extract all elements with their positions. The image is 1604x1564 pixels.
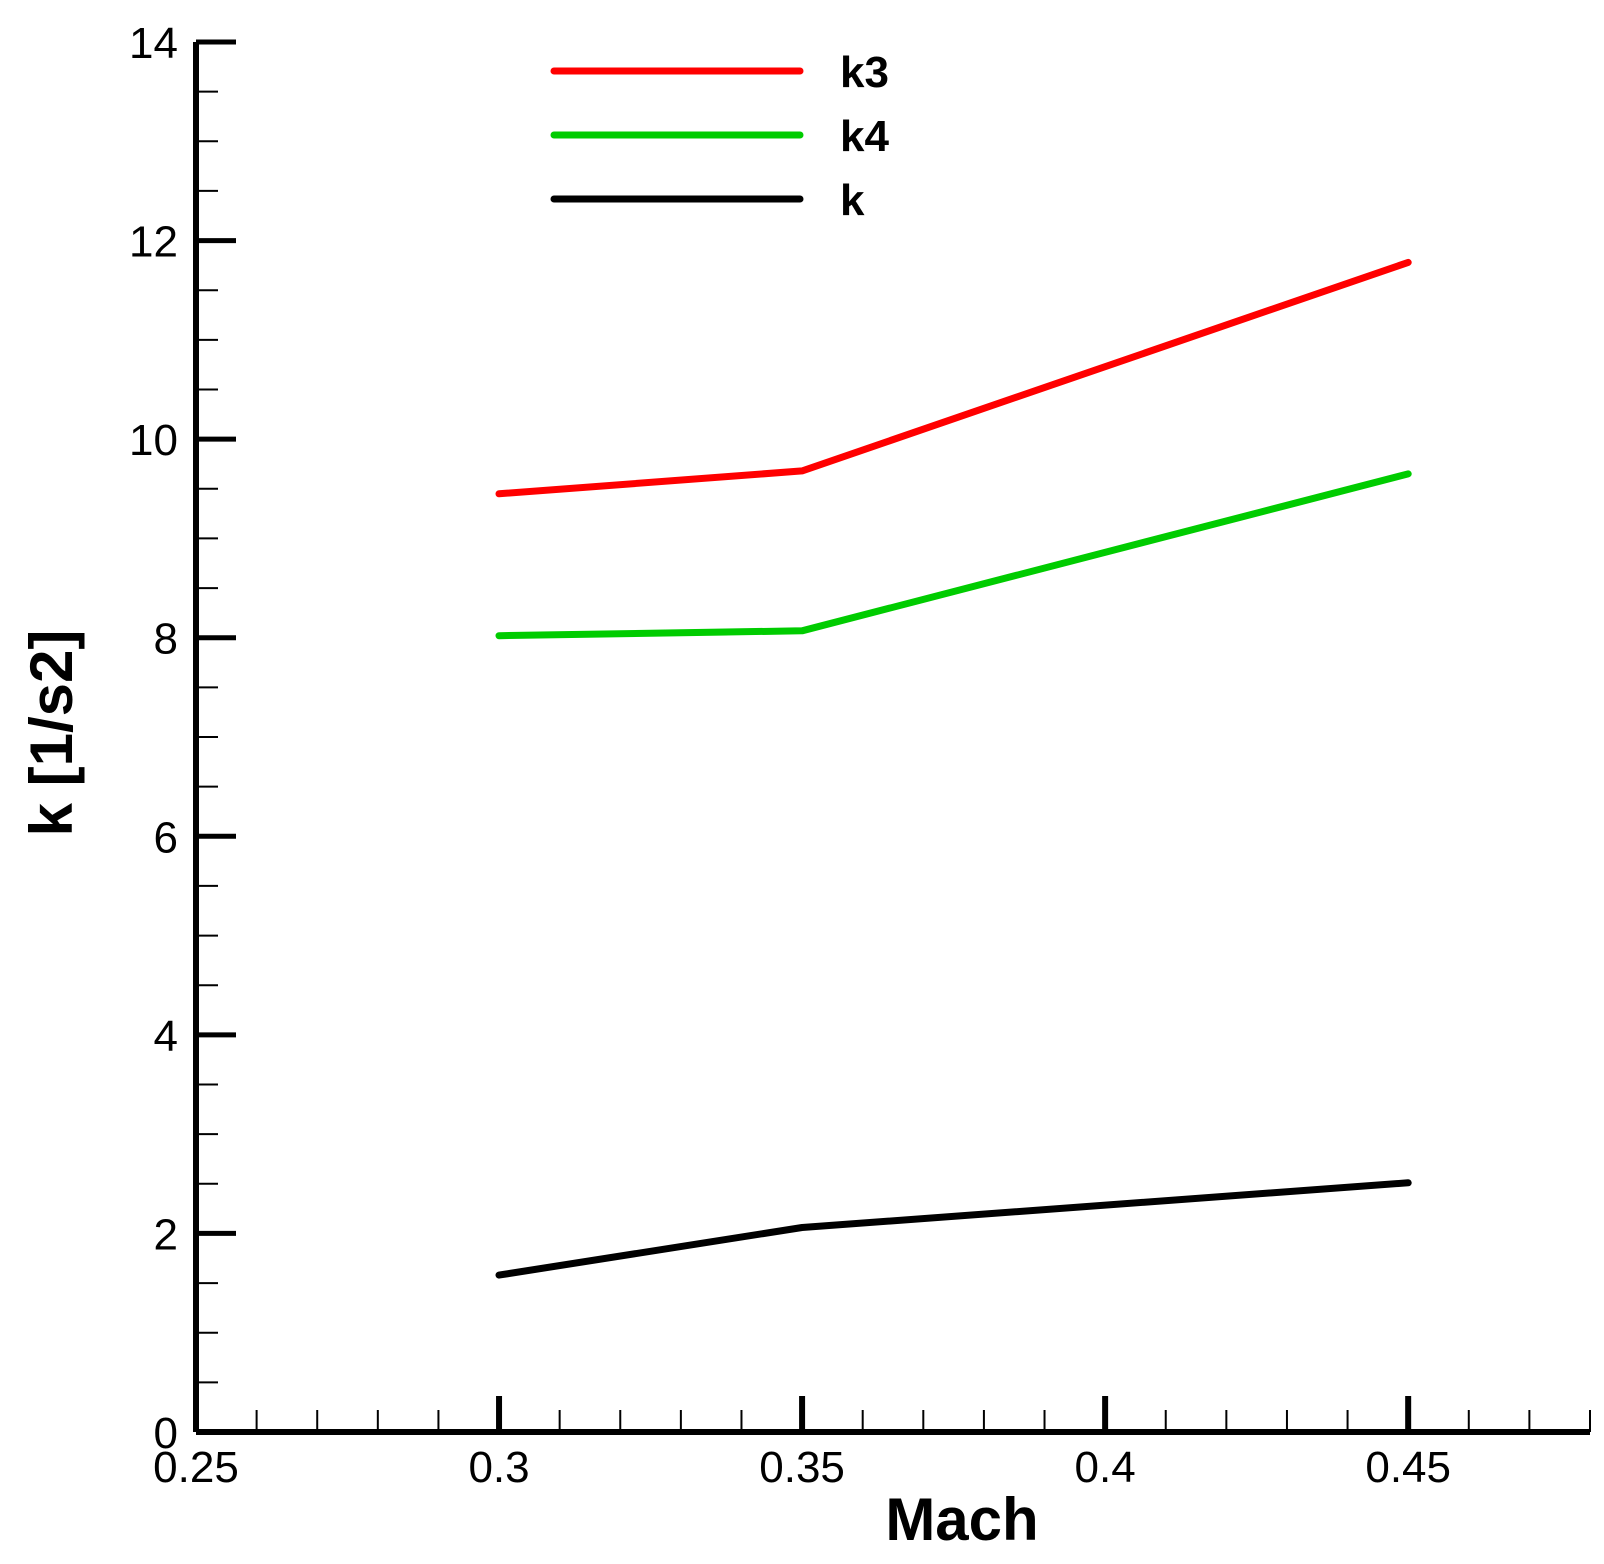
y-tick-label: 0 [154,1409,178,1458]
legend-label-k: k [840,176,865,225]
series-line-k3 [495,258,1412,498]
y-tick-label: 6 [154,813,178,862]
y-axis-title: k [1/s2] [18,630,85,837]
legend: k3 k4 k [550,48,889,225]
series-line-k4 [495,470,1412,640]
y-tick-label: 2 [154,1210,178,1259]
y-tick-label: 14 [129,19,178,68]
x-tick-label: 0.25 [153,1443,239,1492]
legend-label-k3: k3 [840,48,889,97]
series-layer [495,258,1412,1279]
legend-label-k4: k4 [840,112,889,161]
x-axis-title: Mach [885,1486,1038,1553]
x-tick-label: 0.45 [1365,1443,1451,1492]
x-tick-label: 0.35 [759,1443,845,1492]
series-line-k [495,1179,1412,1279]
x-tick-label: 0.4 [1075,1443,1136,1492]
y-tick-label: 4 [154,1012,178,1061]
axes: 0.25 0.3 0.35 0.4 0.45 0 2 4 6 8 10 12 14 [129,19,1591,1492]
y-tick-label: 10 [129,416,178,465]
y-tick-label: 8 [154,615,178,664]
x-tick-label: 0.3 [468,1443,529,1492]
y-tick-label: 12 [129,218,178,267]
